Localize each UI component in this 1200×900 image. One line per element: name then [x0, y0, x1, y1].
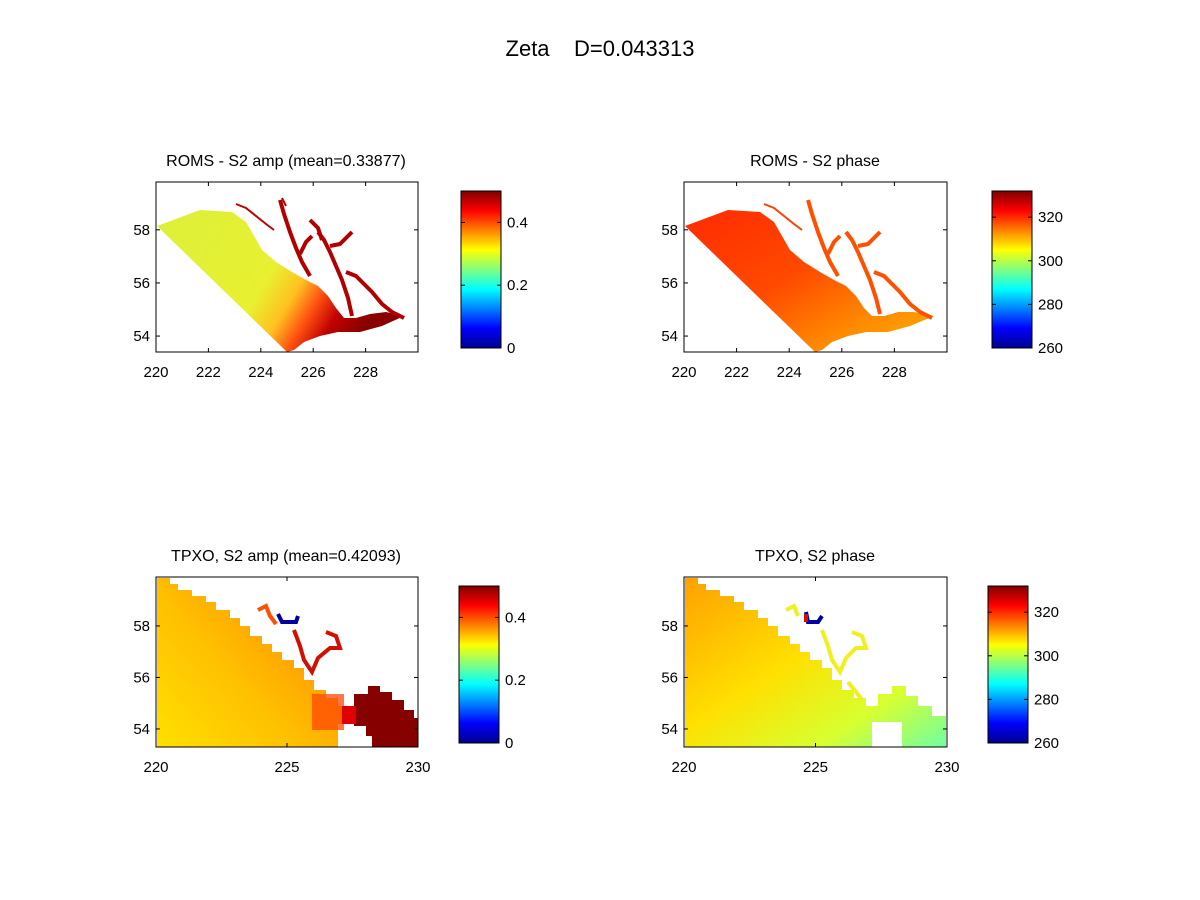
shelf-field [685, 210, 934, 352]
colorbar [458, 585, 500, 744]
y-tick-label: 56 [133, 275, 150, 292]
colorbar [987, 585, 1029, 744]
colorbar-tick-label: 300 [1038, 253, 1063, 270]
panel-title: ROMS - S2 phase [750, 153, 880, 170]
shelf-field [157, 578, 348, 747]
inlet-red-strip [342, 706, 356, 724]
x-tick-label: 224 [248, 364, 273, 381]
north-inlet-blue [804, 611, 824, 624]
axes-box [683, 181, 948, 353]
panel-title: ROMS - S2 amp (mean=0.33877) [166, 153, 406, 170]
y-tick-label: 54 [133, 328, 150, 345]
x-tick-label: 224 [777, 364, 802, 381]
colorbar-tick-label: 320 [1038, 209, 1063, 226]
x-tick-label: 220 [143, 759, 168, 776]
colorbar-tick-label: 0.2 [507, 277, 528, 294]
shelf-field [685, 578, 946, 747]
panel-tpxo-phase: TPXO, S2 phase 220 225 230 54 56 58 260 280 300… [661, 548, 1059, 776]
north-inlet [292, 629, 343, 677]
panel-roms-phase: ROMS - S2 phase 220 222 224 226 228 54 56 58 26… [661, 153, 1063, 381]
gap-cell [872, 722, 902, 747]
y-tick-label: 58 [133, 618, 150, 635]
y-tick-label: 56 [133, 669, 150, 686]
x-tick-label: 220 [671, 364, 696, 381]
colorbar-tick-label: 0 [505, 735, 513, 752]
x-tick-label: 220 [143, 364, 168, 381]
y-tick-label: 54 [133, 721, 150, 738]
y-tick-label: 58 [661, 618, 678, 635]
panel-title: TPXO, S2 amp (mean=0.42093) [171, 548, 401, 565]
x-tick-label: 225 [274, 759, 299, 776]
colorbar-tick-label: 260 [1034, 735, 1059, 752]
x-tick-label: 225 [803, 759, 828, 776]
colorbar-tick-label: 0 [507, 340, 515, 357]
x-tick-label: 228 [353, 364, 378, 381]
north-inlet-red [804, 614, 808, 622]
colorbar [460, 190, 502, 349]
axes-box [155, 181, 419, 353]
colorbar-tick-label: 320 [1034, 604, 1059, 621]
panel-title: TPXO, S2 phase [755, 548, 875, 565]
x-tick-label: 230 [934, 759, 959, 776]
fjord-channels [806, 199, 933, 320]
shelf-field [157, 210, 404, 352]
x-tick-label: 228 [882, 364, 907, 381]
colorbar [991, 190, 1033, 349]
coast-red-zone [312, 694, 344, 730]
colorbar-tick-label: 0.2 [505, 672, 526, 689]
colorbar-tick-label: 300 [1034, 648, 1059, 665]
colorbar-tick-label: 0.4 [507, 214, 528, 231]
north-inlets [785, 603, 869, 702]
x-tick-label: 222 [724, 364, 749, 381]
y-tick-label: 58 [661, 222, 678, 239]
x-tick-label: 230 [405, 759, 430, 776]
y-tick-label: 54 [661, 721, 678, 738]
data-field [685, 199, 934, 352]
north-inlet-blue [276, 613, 300, 624]
colorbar-tick-label: 260 [1038, 340, 1063, 357]
x-tick-label: 226 [301, 364, 326, 381]
north-inlet-orange [257, 603, 278, 626]
panel-roms-amp: ROMS - S2 amp (mean=0.33877) 220 222 224 22… [133, 153, 528, 381]
y-tick-label: 58 [133, 222, 150, 239]
panel-tpxo-amp: TPXO, S2 amp (mean=0.42093) 220 225 230 54 5… [133, 548, 526, 776]
fjord-upper [235, 197, 287, 231]
x-tick-label: 222 [196, 364, 221, 381]
y-tick-label: 54 [661, 328, 678, 345]
data-field [157, 578, 418, 747]
inlet-block [354, 686, 418, 747]
figure-title: Zeta D=0.043313 [506, 36, 695, 61]
data-field [157, 197, 405, 352]
colorbar-tick-label: 0.4 [505, 609, 526, 626]
fjord-upper [763, 203, 803, 231]
colorbar-tick-label: 280 [1034, 691, 1059, 708]
y-tick-label: 56 [661, 275, 678, 292]
fjord-channels [278, 199, 405, 320]
data-field [685, 578, 946, 747]
x-tick-label: 226 [829, 364, 854, 381]
y-tick-label: 56 [661, 669, 678, 686]
x-tick-label: 220 [671, 759, 696, 776]
colorbar-tick-label: 280 [1038, 296, 1063, 313]
